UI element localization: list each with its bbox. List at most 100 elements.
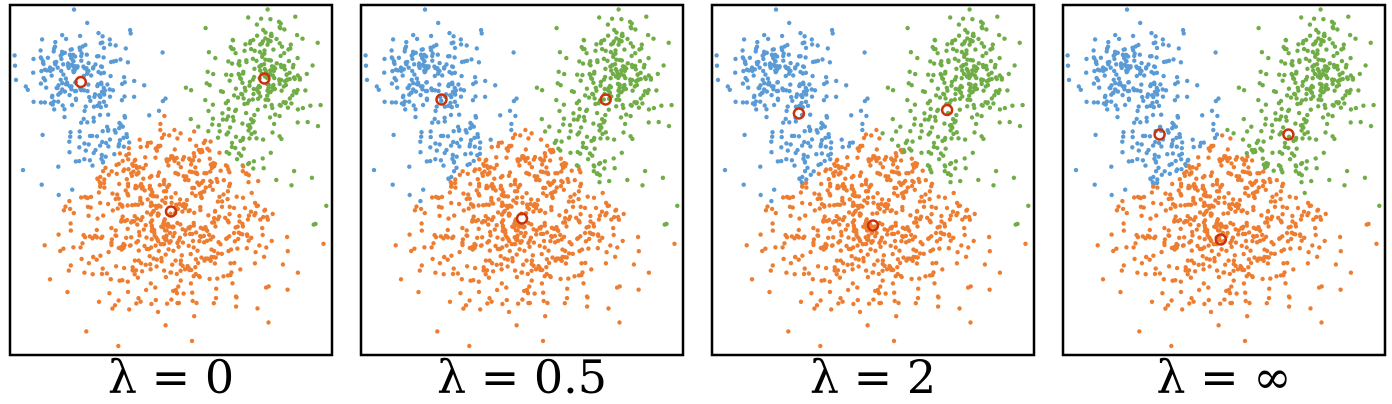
point-blue — [763, 72, 768, 77]
point-blue — [398, 65, 404, 70]
point-orange — [930, 261, 935, 266]
point-orange — [1266, 295, 1272, 301]
point-blue — [411, 51, 416, 56]
point-orange — [515, 301, 521, 306]
point-orange — [939, 213, 944, 219]
point-green — [628, 113, 633, 119]
point-orange — [871, 195, 876, 200]
point-orange — [1293, 224, 1299, 229]
point-blue — [1179, 157, 1184, 162]
point-orange — [880, 261, 885, 267]
point-orange — [113, 228, 118, 233]
point-orange — [1124, 210, 1130, 216]
point-orange — [178, 278, 183, 283]
points-0 — [12, 7, 329, 349]
point-green — [1279, 59, 1284, 64]
point-blue — [39, 68, 44, 74]
point-blue — [803, 55, 808, 60]
point-orange — [591, 224, 597, 229]
point-green — [606, 107, 611, 112]
point-orange — [606, 203, 612, 208]
point-blue — [38, 81, 44, 86]
point-orange — [143, 162, 148, 168]
point-blue — [773, 7, 779, 12]
point-orange — [856, 264, 861, 269]
point-green — [1358, 119, 1363, 125]
point-blue — [1100, 65, 1106, 70]
point-orange — [529, 278, 534, 283]
point-blue — [436, 20, 441, 26]
panel-frame — [8, 3, 334, 357]
point-green — [1316, 57, 1321, 62]
point-orange — [489, 144, 494, 150]
point-orange — [1259, 213, 1264, 218]
point-blue — [1200, 113, 1205, 118]
point-blue — [1138, 120, 1143, 125]
point-orange — [608, 243, 613, 248]
point-orange — [1333, 262, 1339, 267]
point-blue — [1154, 55, 1159, 60]
point-blue — [805, 140, 811, 146]
point-orange — [1206, 155, 1211, 160]
point-orange — [192, 185, 197, 191]
point-green — [1300, 79, 1306, 85]
point-green — [1269, 122, 1275, 128]
point-orange — [1268, 217, 1274, 222]
point-orange — [896, 300, 901, 306]
point-orange — [142, 243, 147, 249]
point-green — [929, 78, 934, 83]
point-orange — [564, 255, 569, 260]
point-orange — [460, 225, 465, 231]
point-orange — [803, 180, 809, 186]
point-orange — [1231, 261, 1236, 267]
point-blue — [819, 126, 824, 131]
point-orange — [1227, 271, 1233, 277]
point-green — [581, 38, 587, 43]
point-green — [619, 39, 624, 44]
point-blue — [79, 120, 84, 125]
point-orange — [196, 273, 202, 279]
point-green — [259, 41, 265, 46]
point-blue — [762, 103, 767, 108]
point-blue — [1134, 116, 1139, 122]
point-orange — [1233, 240, 1239, 245]
point-green — [241, 146, 246, 151]
point-green — [619, 71, 624, 77]
point-orange — [1293, 232, 1298, 237]
point-green — [1321, 71, 1326, 77]
point-orange — [467, 343, 472, 349]
point-blue — [1121, 47, 1126, 52]
point-blue — [433, 108, 438, 114]
point-blue — [101, 45, 107, 51]
point-green — [952, 97, 957, 102]
point-orange — [1251, 233, 1256, 239]
point-orange — [568, 194, 573, 199]
point-orange — [507, 212, 512, 217]
point-orange — [583, 260, 588, 266]
point-orange — [1255, 171, 1260, 176]
point-orange — [1182, 235, 1187, 240]
point-blue — [89, 73, 94, 78]
point-orange — [889, 169, 894, 174]
point-orange — [570, 251, 575, 256]
point-orange — [850, 203, 855, 209]
point-blue — [1116, 36, 1122, 42]
point-green — [981, 88, 986, 93]
point-blue — [1177, 134, 1183, 140]
point-blue — [95, 103, 100, 109]
point-blue — [73, 88, 79, 94]
point-orange — [912, 234, 918, 239]
point-blue — [440, 73, 445, 78]
point-orange — [537, 265, 542, 270]
point-orange — [1245, 210, 1250, 215]
point-green — [206, 108, 211, 114]
point-orange — [209, 247, 214, 252]
point-green — [979, 77, 984, 82]
point-green — [1335, 67, 1341, 72]
point-blue — [393, 78, 399, 83]
point-orange — [460, 169, 465, 174]
point-orange — [582, 230, 588, 236]
point-orange — [890, 281, 896, 286]
point-blue — [125, 60, 131, 65]
point-orange — [862, 225, 868, 230]
